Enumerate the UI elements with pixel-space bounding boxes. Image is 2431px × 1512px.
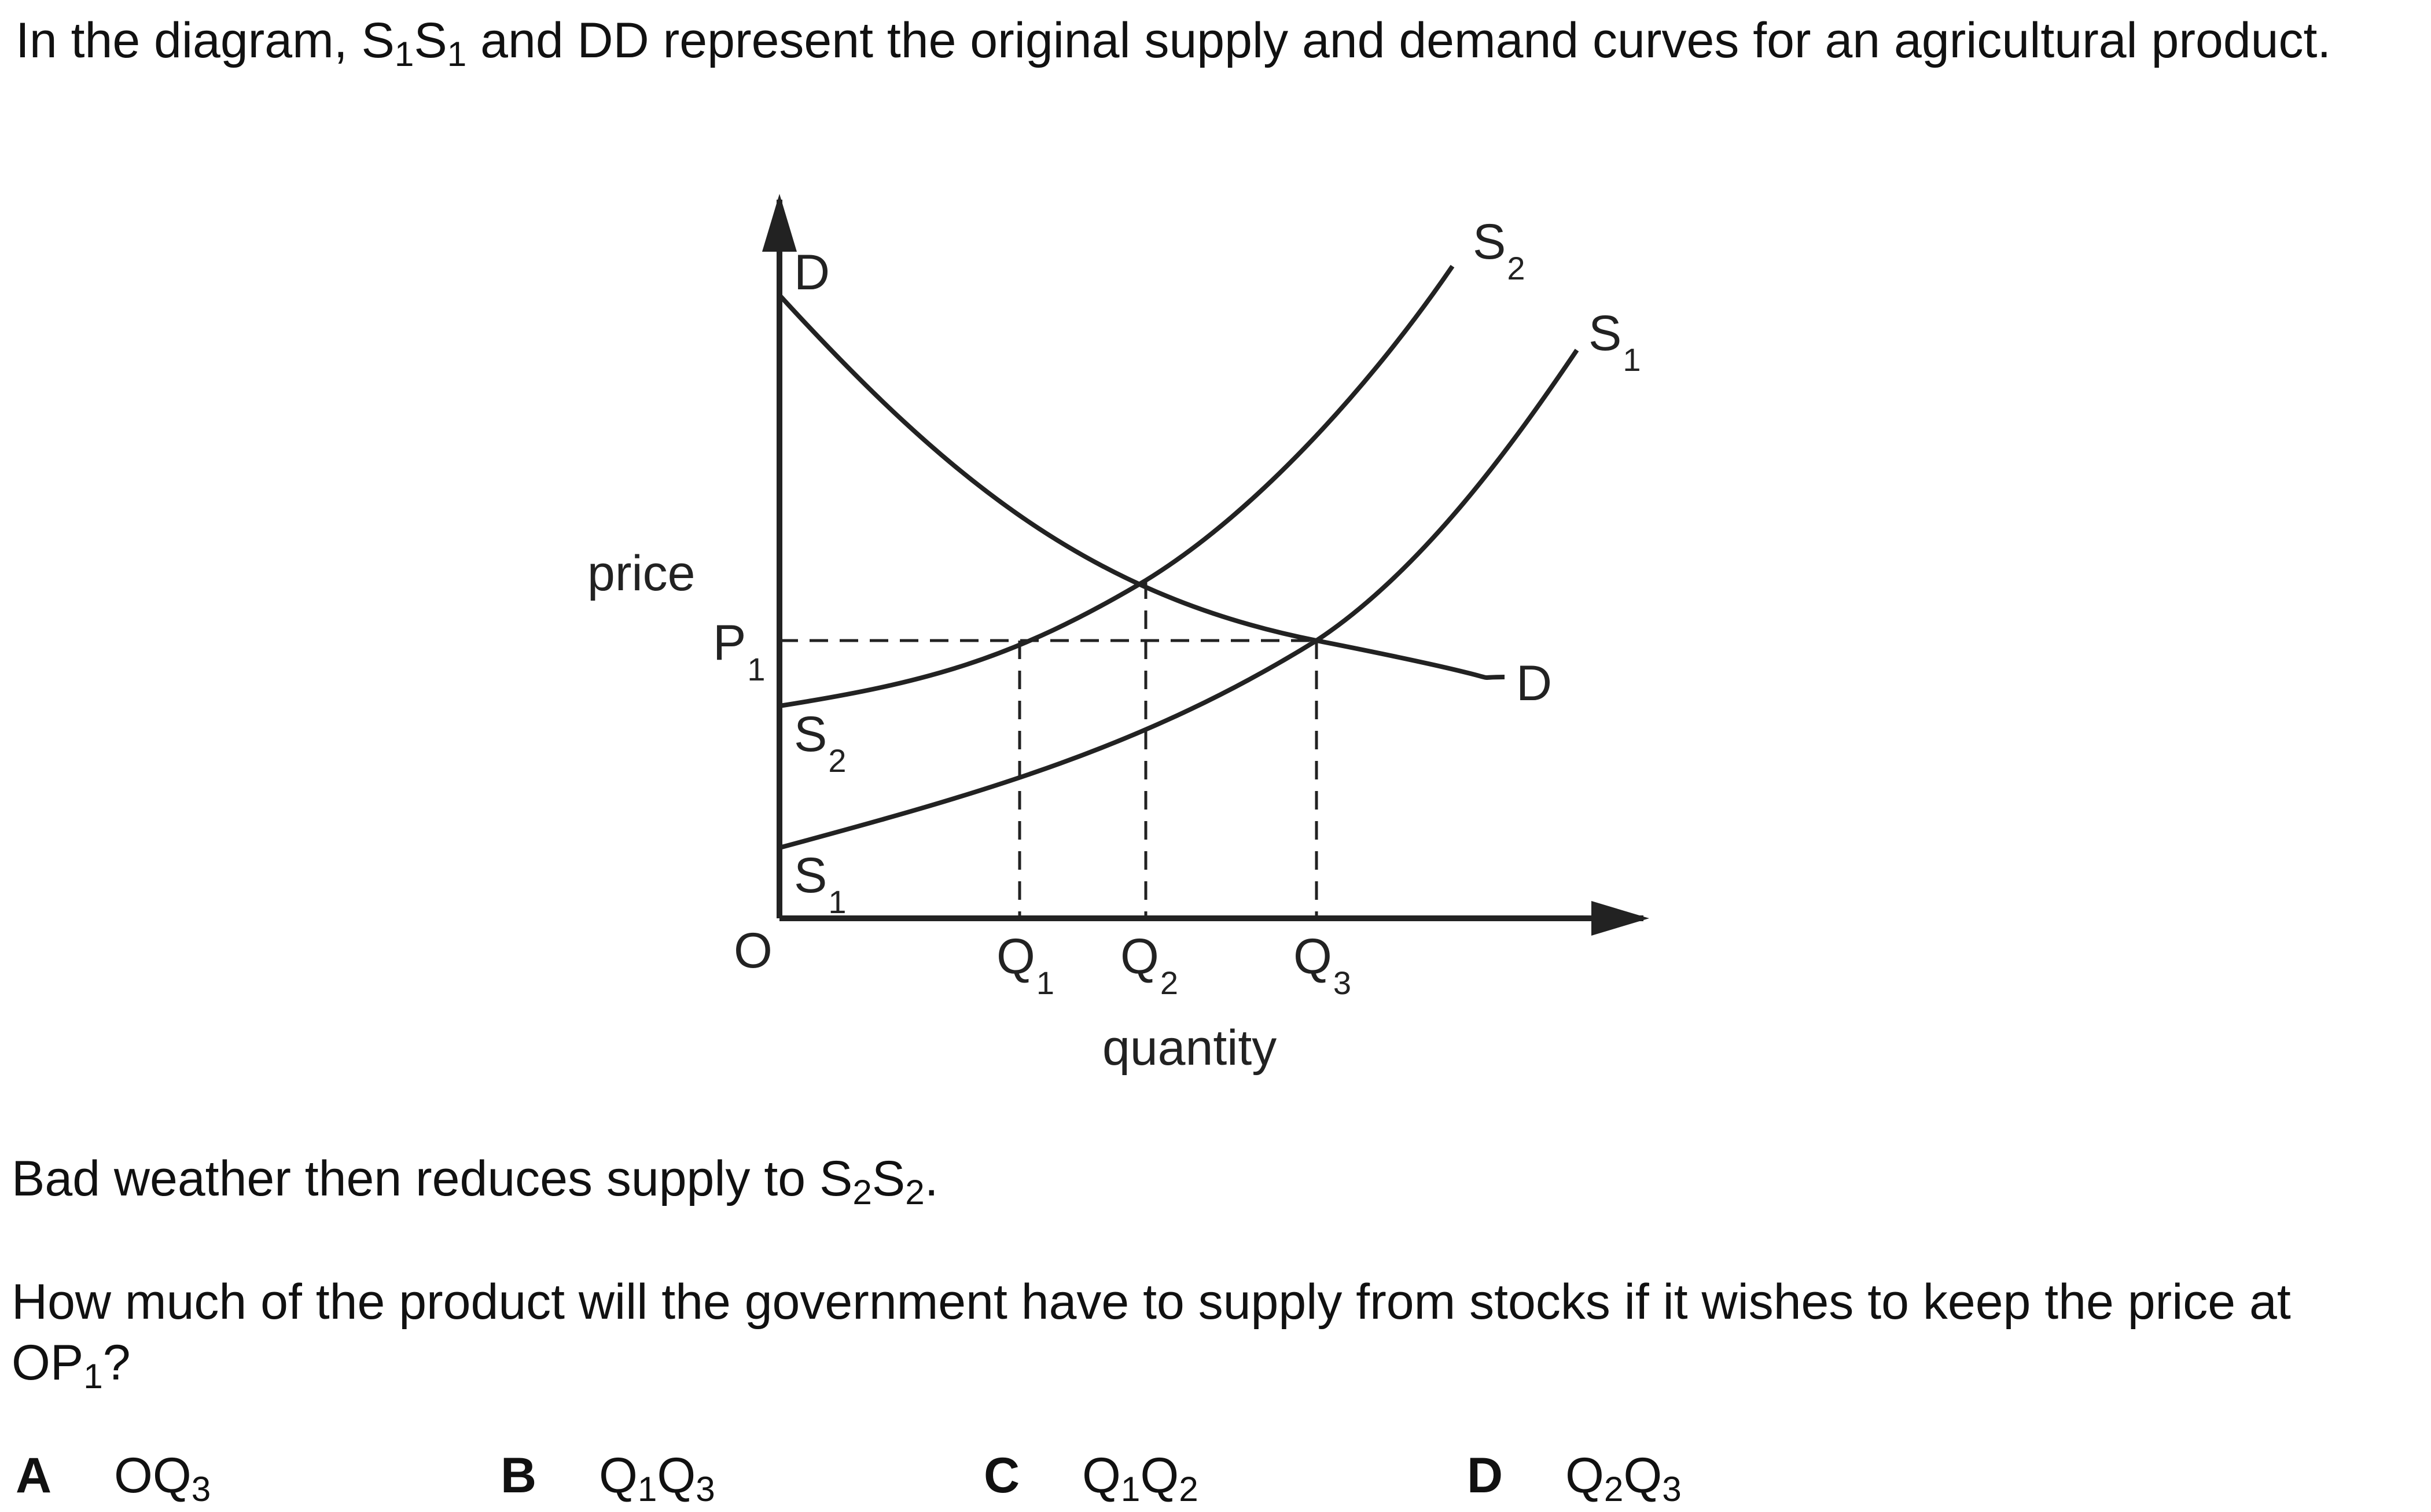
- supply-demand-diagram: price quantity O P1 Q1 Q2 Q3 D D S2 S1 S…: [587, 194, 1649, 1076]
- option-a[interactable]: A OQ3: [16, 1445, 211, 1507]
- demand-curve: [778, 293, 1505, 680]
- y-axis-label: price: [587, 546, 695, 601]
- bad-weather-text: Bad weather then reduces supply to S2S2.: [12, 1151, 939, 1212]
- origin-label: O: [734, 923, 773, 978]
- option-letter: B: [501, 1448, 537, 1503]
- option-letter: D: [1467, 1448, 1503, 1503]
- demand-label-bottom: D: [1516, 656, 1552, 711]
- s2-curve: [779, 264, 1455, 708]
- s1-curve: [778, 348, 1579, 850]
- s1-label-top: S1: [1588, 306, 1641, 378]
- q3-label: Q3: [1293, 929, 1351, 1001]
- s1-label-bottom: S1: [794, 848, 847, 920]
- option-letter: C: [984, 1448, 1020, 1503]
- option-b[interactable]: B Q1Q3: [501, 1445, 715, 1507]
- intro-text: In the diagram, S1S1 and DD represent th…: [16, 13, 2331, 74]
- option-letter: A: [16, 1448, 52, 1503]
- question-text: How much of the product will the governm…: [12, 1274, 2291, 1396]
- q2-label: Q2: [1120, 929, 1178, 1001]
- x-axis-label: quantity: [1102, 1020, 1277, 1076]
- option-c[interactable]: C Q1Q2: [984, 1445, 1198, 1507]
- p1-label: P1: [713, 615, 766, 687]
- q1-label: Q1: [996, 929, 1054, 1001]
- s2-label-bottom: S2: [794, 707, 847, 779]
- demand-label-top: D: [794, 245, 830, 300]
- option-d[interactable]: D Q2Q3: [1467, 1445, 1682, 1507]
- s2-label-top: S2: [1473, 214, 1525, 286]
